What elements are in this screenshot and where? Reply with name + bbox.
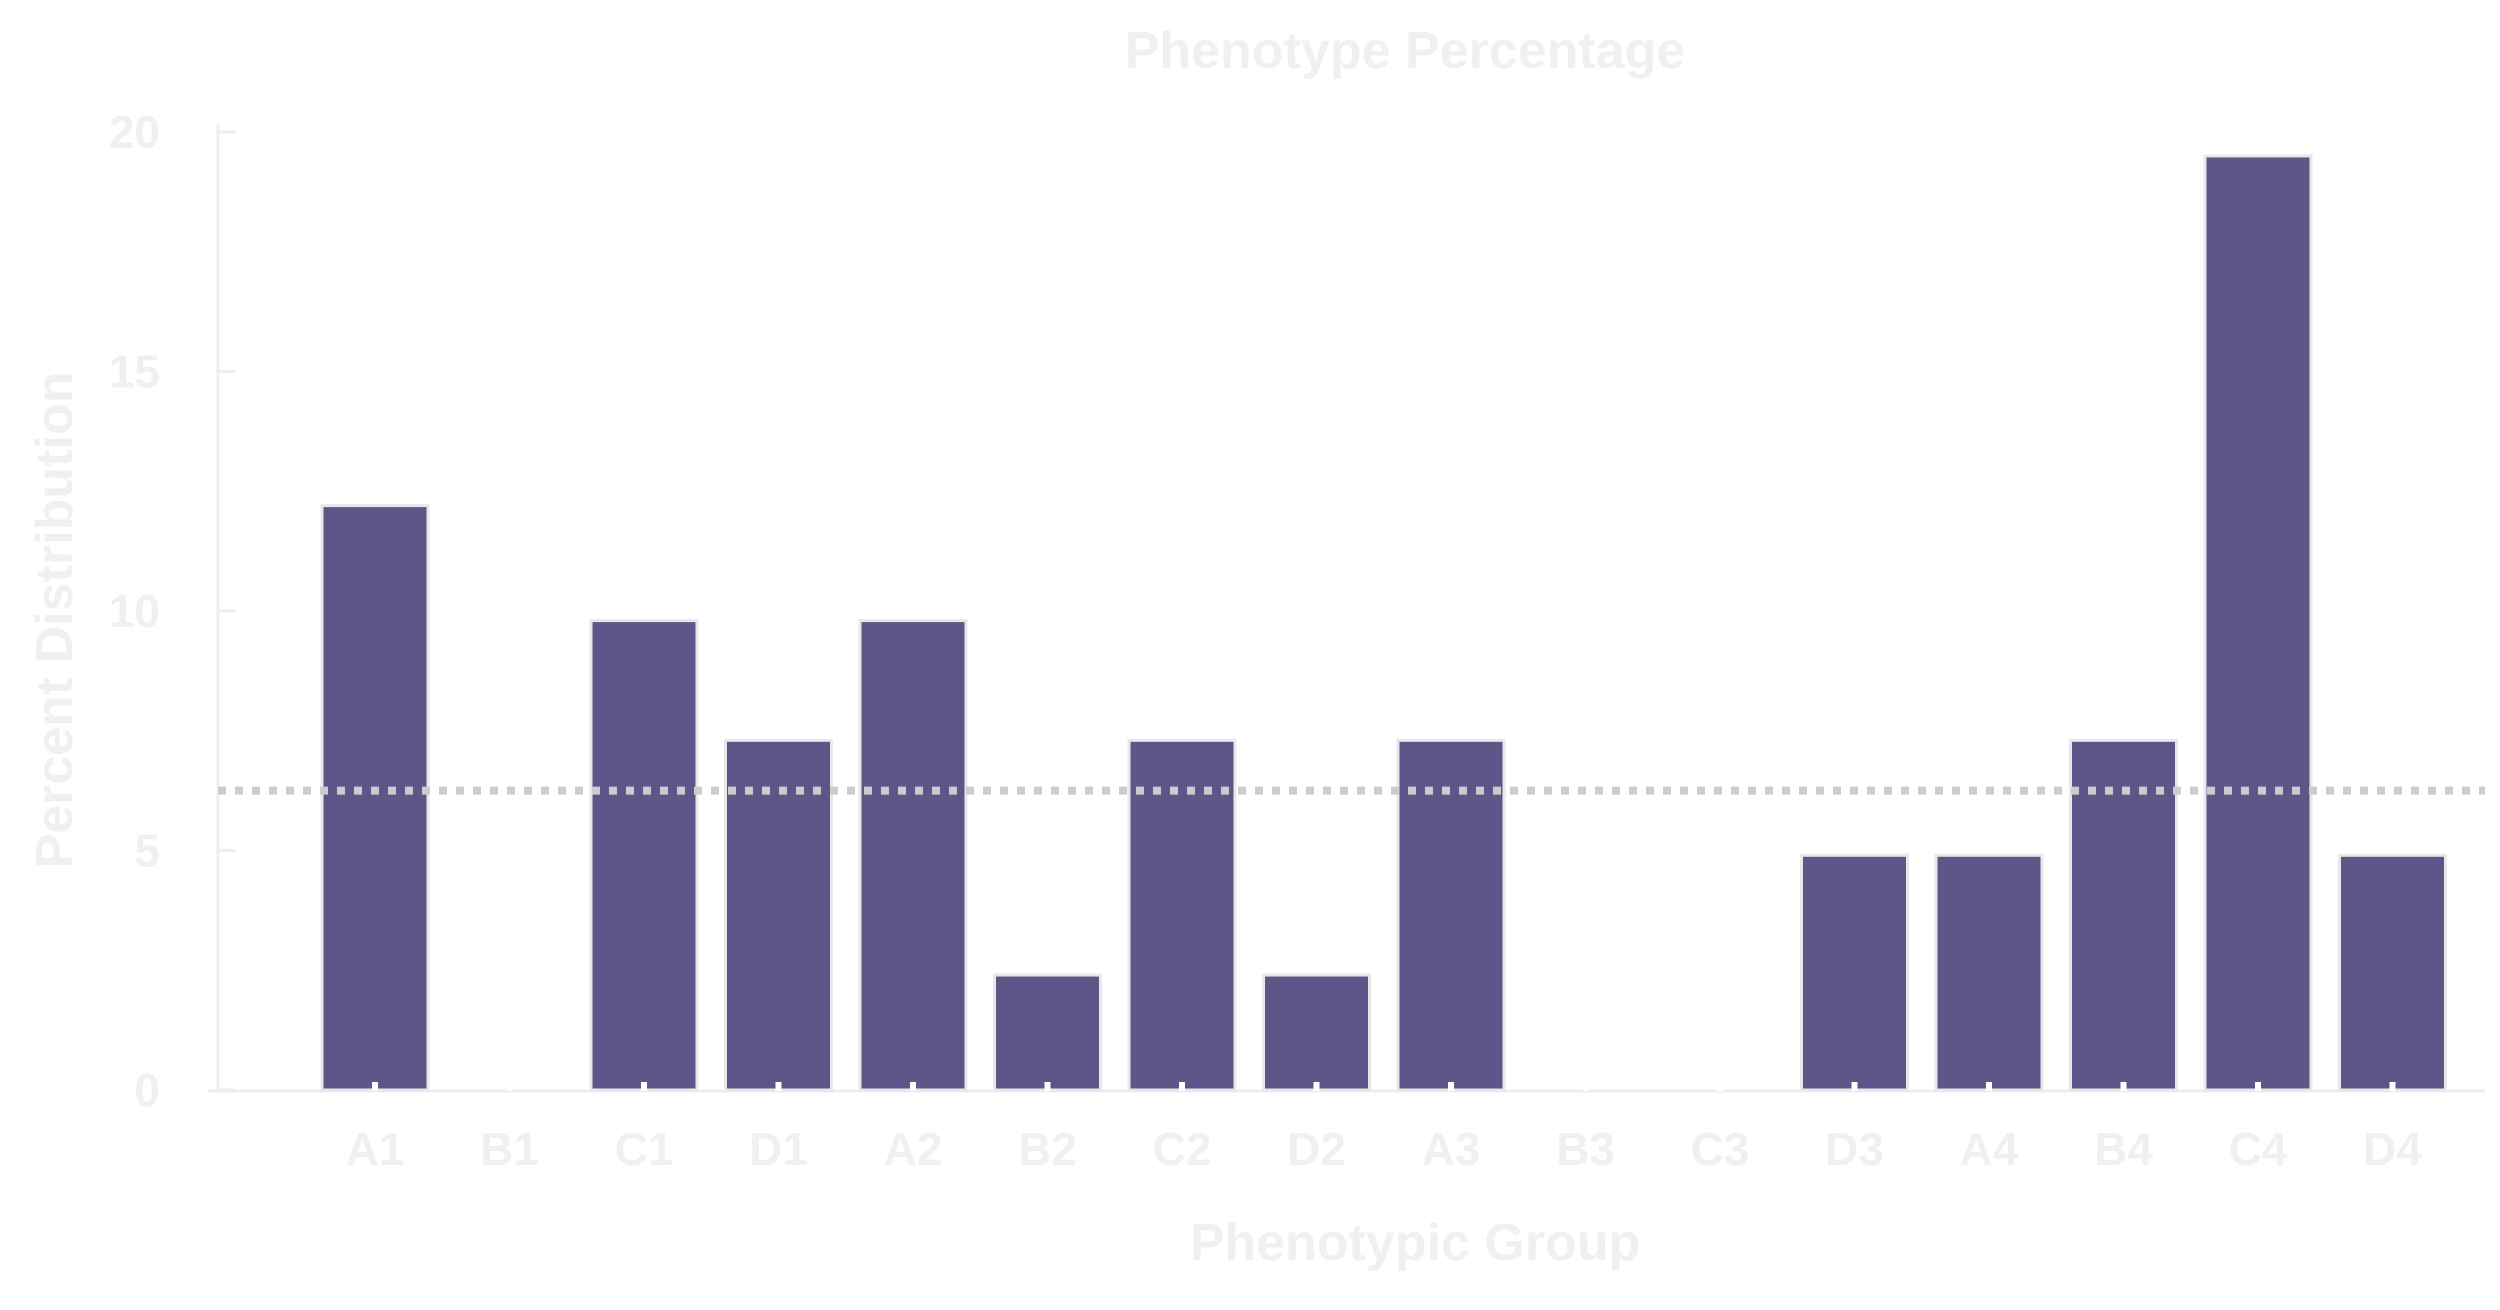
bar-a1 [320, 504, 430, 1092]
bar-d2 [1262, 973, 1371, 1092]
bar-d3 [1800, 853, 1909, 1092]
x-tick-label-c1: C1 [615, 1123, 674, 1175]
x-tick-label-b4: B4 [2094, 1123, 2153, 1175]
x-tick-label-b3: B3 [1556, 1123, 1615, 1175]
bars-group [320, 154, 2447, 1092]
y-tick-label: 5 [134, 825, 160, 877]
bar-b2 [993, 973, 1102, 1092]
bar-a4 [1934, 853, 2044, 1092]
x-tick-label-d3: D3 [1825, 1123, 1884, 1175]
bar-c1 [589, 619, 699, 1092]
y-axis-label: Percent Distribution [26, 372, 84, 869]
x-tick-label-d4: D4 [2363, 1123, 2422, 1175]
x-tick-label-d2: D2 [1287, 1123, 1346, 1175]
bar-a3 [1396, 738, 1506, 1092]
y-axis-ticks: 0 5 10 15 20 [109, 106, 236, 1116]
x-tick-label-c4: C4 [2229, 1123, 2288, 1175]
bar-c4 [2203, 154, 2313, 1092]
x-axis-tick-labels: A1 B1 C1 D1 A2 B2 C2 D2 A3 B3 C3 D3 A4 B4 C4 D4 [346, 1123, 2423, 1175]
y-tick-label: 0 [134, 1064, 160, 1116]
x-tick-label-b2: B2 [1018, 1123, 1077, 1175]
x-tick-label-d1: D1 [749, 1123, 808, 1175]
bar-d4 [2338, 853, 2447, 1092]
y-tick-label: 20 [109, 106, 160, 158]
y-tick-label: 15 [109, 346, 160, 398]
x-tick-label-c3: C3 [1691, 1123, 1750, 1175]
y-tick-label: 10 [109, 585, 160, 637]
bar-b4 [2069, 738, 2178, 1092]
bar-a2 [858, 619, 968, 1092]
x-tick-label-a3: A3 [1422, 1123, 1481, 1175]
x-axis-label: Phenotypic Group [1190, 1214, 1641, 1272]
x-tick-label-b1: B1 [480, 1123, 539, 1175]
x-tick-label-c2: C2 [1153, 1123, 1212, 1175]
x-tick-label-a1: A1 [346, 1123, 405, 1175]
x-tick-label-a2: A2 [884, 1123, 943, 1175]
bar-d1 [724, 738, 833, 1092]
x-tick-label-a4: A4 [1960, 1123, 2019, 1175]
chart-title: Phenotype Percentage [1125, 22, 1686, 80]
bar-c2 [1127, 738, 1237, 1092]
